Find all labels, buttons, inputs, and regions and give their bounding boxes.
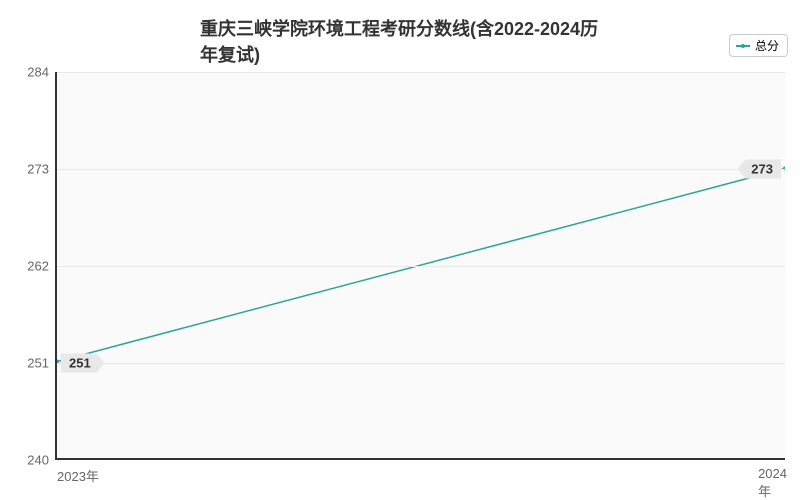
- y-axis-label: 284: [27, 65, 49, 80]
- grid-line: [57, 169, 785, 170]
- grid-line: [57, 266, 785, 267]
- plot-area: 2402512622732842023年2024年251273: [55, 72, 785, 460]
- x-axis-label: 2024年: [758, 466, 787, 500]
- legend-label: 总分: [755, 37, 779, 54]
- y-axis-label: 262: [27, 259, 49, 274]
- y-axis-label: 251: [27, 356, 49, 371]
- data-point-label: 273: [737, 160, 781, 179]
- series-line: [57, 169, 785, 362]
- grid-line: [57, 72, 785, 73]
- grid-line: [57, 363, 785, 364]
- chart-title: 重庆三峡学院环境工程考研分数线(含2022-2024历年复试): [200, 15, 600, 67]
- chart-container: 重庆三峡学院环境工程考研分数线(含2022-2024历年复试) 总分 240 25…: [0, 0, 800, 500]
- legend-marker: [736, 45, 750, 47]
- x-axis-label: 2023年: [57, 466, 99, 485]
- legend: 总分: [729, 34, 788, 57]
- data-point-label: 251: [61, 354, 105, 373]
- y-axis-label: 240: [27, 453, 49, 468]
- data-line-svg: [57, 72, 785, 458]
- y-axis-label: 273: [27, 162, 49, 177]
